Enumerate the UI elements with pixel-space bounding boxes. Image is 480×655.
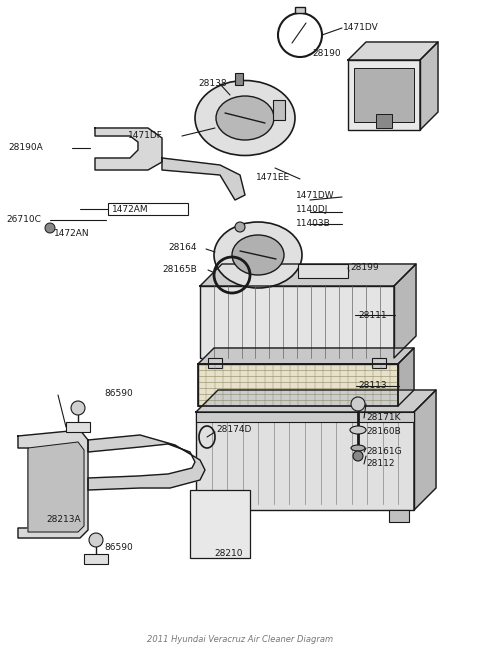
FancyBboxPatch shape (190, 490, 250, 558)
FancyBboxPatch shape (273, 100, 285, 120)
FancyBboxPatch shape (295, 7, 305, 13)
Text: 28113: 28113 (358, 381, 386, 390)
Polygon shape (95, 128, 162, 170)
FancyBboxPatch shape (200, 286, 394, 358)
Text: 2011 Hyundai Veracruz Air Cleaner Diagram: 2011 Hyundai Veracruz Air Cleaner Diagra… (147, 635, 333, 645)
Text: 28160B: 28160B (366, 428, 401, 436)
Text: 26710C: 26710C (6, 215, 41, 225)
Polygon shape (88, 435, 205, 490)
Text: 28165B: 28165B (162, 265, 197, 274)
Text: 28164: 28164 (168, 244, 196, 252)
Ellipse shape (216, 96, 274, 140)
Circle shape (353, 451, 363, 461)
Polygon shape (414, 390, 436, 510)
Text: 28171K: 28171K (366, 413, 400, 422)
FancyBboxPatch shape (298, 264, 348, 278)
Circle shape (45, 223, 55, 233)
Ellipse shape (195, 81, 295, 155)
Polygon shape (394, 264, 416, 358)
Polygon shape (398, 348, 414, 406)
Text: 1471DW: 1471DW (296, 191, 335, 200)
FancyBboxPatch shape (372, 358, 386, 368)
Polygon shape (18, 430, 88, 538)
Circle shape (235, 222, 245, 232)
Circle shape (71, 401, 85, 415)
Circle shape (351, 397, 365, 411)
FancyBboxPatch shape (201, 510, 221, 522)
FancyBboxPatch shape (84, 554, 108, 564)
Text: 1472AM: 1472AM (112, 204, 149, 214)
FancyBboxPatch shape (235, 73, 243, 85)
Text: 1471EE: 1471EE (256, 174, 290, 183)
Text: 28111: 28111 (358, 312, 386, 320)
Text: 28174D: 28174D (216, 426, 252, 434)
FancyBboxPatch shape (389, 510, 409, 522)
Text: 1471DF: 1471DF (128, 132, 163, 141)
Polygon shape (420, 42, 438, 130)
FancyBboxPatch shape (196, 412, 414, 422)
Polygon shape (198, 348, 414, 364)
Ellipse shape (350, 426, 366, 434)
Ellipse shape (351, 445, 365, 451)
FancyBboxPatch shape (208, 358, 222, 368)
Text: 28213A: 28213A (46, 515, 81, 525)
Text: 28199: 28199 (350, 263, 379, 272)
Text: 28210: 28210 (214, 550, 242, 559)
Text: 28161G: 28161G (366, 447, 402, 457)
Text: 28190: 28190 (312, 50, 341, 58)
Text: 1472AN: 1472AN (54, 229, 90, 238)
Text: 86590: 86590 (104, 390, 133, 398)
Text: 28112: 28112 (366, 460, 395, 468)
Text: 28138: 28138 (198, 79, 227, 88)
Circle shape (89, 533, 103, 547)
FancyBboxPatch shape (66, 422, 90, 432)
FancyBboxPatch shape (198, 364, 398, 406)
Polygon shape (28, 442, 84, 532)
Text: 1471DV: 1471DV (343, 24, 379, 33)
Ellipse shape (232, 235, 284, 275)
Text: 1140DJ: 1140DJ (296, 206, 328, 214)
Polygon shape (348, 42, 438, 60)
Text: 11403B: 11403B (296, 219, 331, 227)
Polygon shape (196, 390, 436, 412)
Polygon shape (162, 158, 245, 200)
Text: 28190A: 28190A (8, 143, 43, 153)
FancyBboxPatch shape (376, 114, 392, 128)
FancyBboxPatch shape (196, 412, 414, 510)
Ellipse shape (214, 222, 302, 288)
Polygon shape (200, 264, 416, 286)
FancyBboxPatch shape (348, 60, 420, 130)
Text: 86590: 86590 (104, 544, 133, 553)
FancyBboxPatch shape (354, 68, 414, 122)
